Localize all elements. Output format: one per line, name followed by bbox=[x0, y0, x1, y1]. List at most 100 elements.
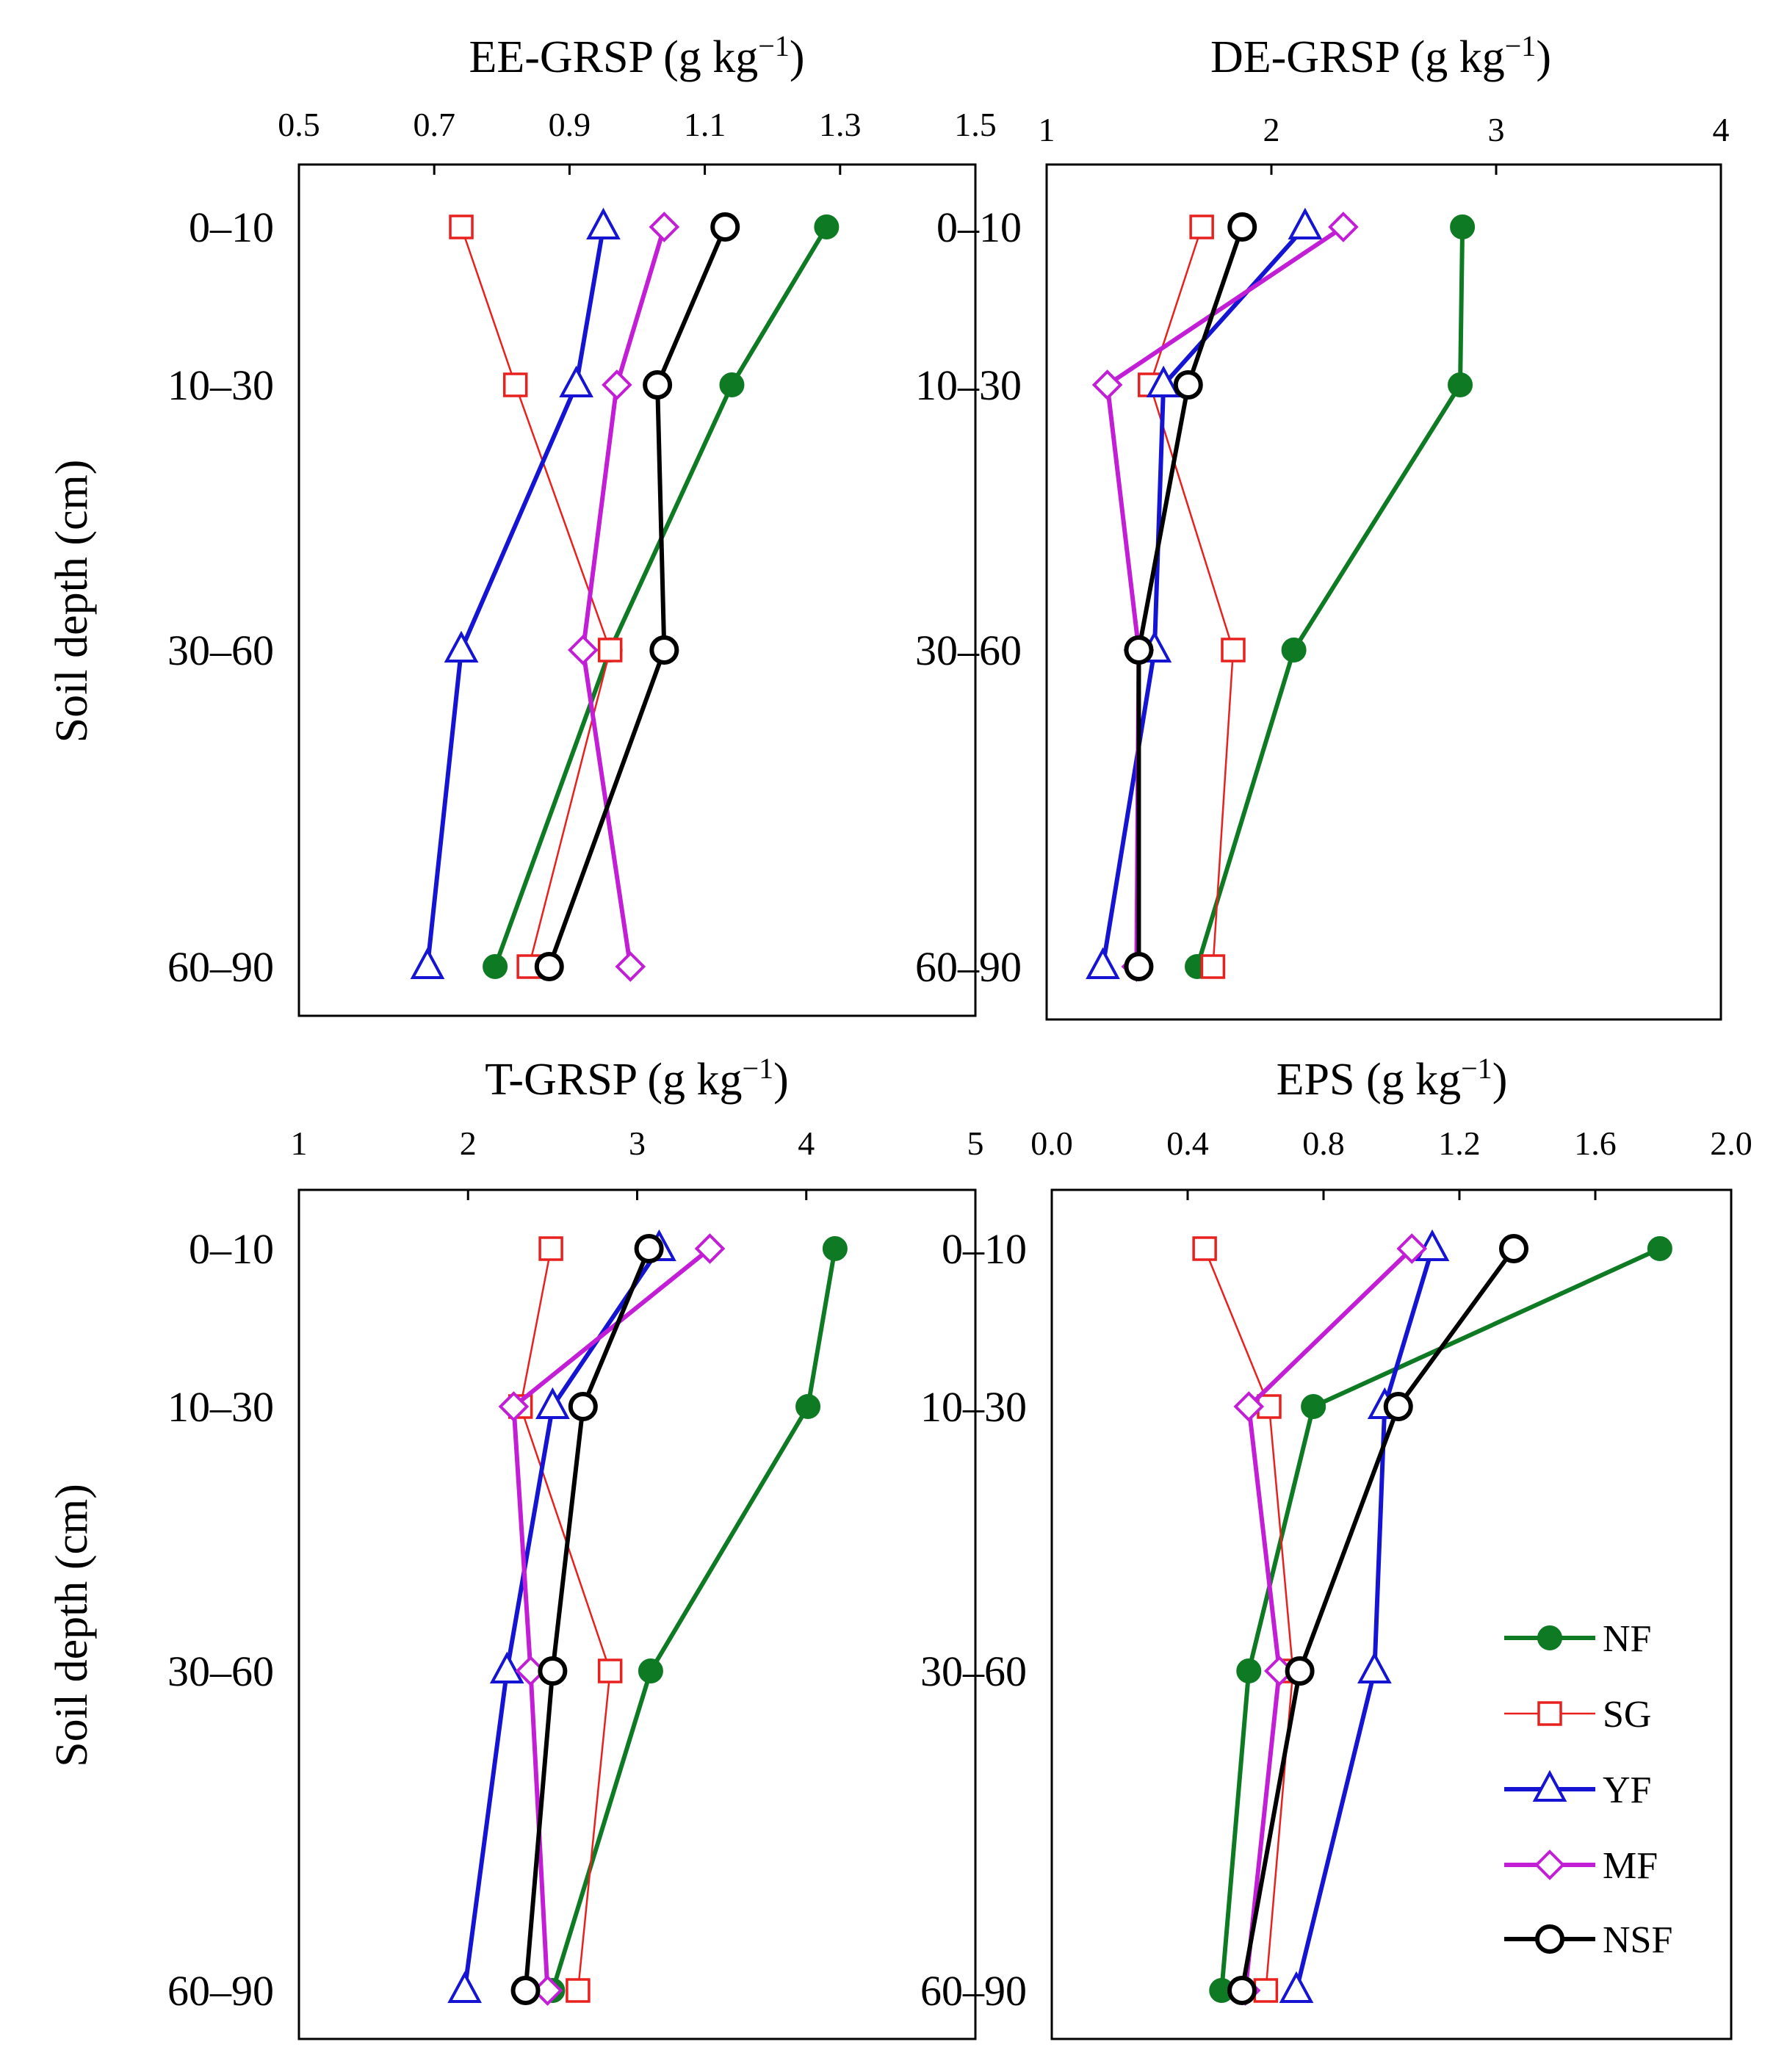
series-line-nf bbox=[550, 1248, 837, 1991]
x-tick-label: 1 bbox=[1039, 111, 1055, 148]
x-tick-label: 4 bbox=[798, 1125, 815, 1162]
series-line-yf bbox=[1100, 225, 1307, 967]
data-point-yf bbox=[489, 1651, 524, 1683]
depth-label: 10–30 bbox=[915, 361, 1022, 409]
data-point-mf bbox=[1396, 1233, 1428, 1264]
data-point-yf bbox=[586, 207, 621, 239]
series-line-yf bbox=[462, 1247, 661, 1991]
x-tick-label: 1.5 bbox=[954, 106, 997, 143]
plot-frame bbox=[1050, 1188, 1733, 2040]
x-tick-label: 0.5 bbox=[278, 106, 320, 143]
plot-frame bbox=[297, 1188, 977, 2040]
series-line-nf bbox=[1195, 226, 1465, 967]
data-point-nf bbox=[1236, 1658, 1262, 1683]
data-point-nsf bbox=[534, 952, 564, 981]
data-point-nsf bbox=[643, 370, 673, 400]
series-line-mf bbox=[1243, 1246, 1414, 1991]
data-point-sg bbox=[1221, 638, 1246, 663]
depth-label: 30–60 bbox=[167, 1647, 274, 1695]
data-point-nsf bbox=[1124, 635, 1154, 665]
series-line-yf bbox=[425, 226, 606, 967]
depth-label: 10–30 bbox=[167, 361, 274, 409]
x-tick-label: 3 bbox=[629, 1125, 646, 1162]
depth-label: 0–10 bbox=[189, 203, 274, 251]
data-point-mf bbox=[602, 369, 632, 400]
x-tick-label: 2.0 bbox=[1710, 1125, 1752, 1162]
legend-marker-nf bbox=[1537, 1625, 1562, 1650]
data-point-nf bbox=[822, 1236, 848, 1261]
data-point-nf bbox=[638, 1658, 663, 1683]
legend-marker-nsf bbox=[1535, 1924, 1564, 1954]
legend-marker-sg bbox=[1537, 1701, 1562, 1726]
data-point-nf bbox=[1647, 1236, 1672, 1261]
data-point-nsf bbox=[538, 1656, 568, 1686]
depth-label: 10–30 bbox=[167, 1383, 274, 1431]
legend: NF SG YF MF NSF bbox=[1504, 1618, 1672, 1961]
legend-label-nsf: NSF bbox=[1603, 1919, 1672, 1961]
panel-t-grsp: T-GRSP (g kg−1) 1 2 3 4 5 0–10 10–30 30–60 60–90 S… bbox=[47, 1052, 984, 2040]
data-point-mf bbox=[1091, 369, 1123, 400]
depth-label: 60–90 bbox=[920, 1967, 1027, 2015]
data-point-sg bbox=[538, 1236, 563, 1261]
data-point-yf bbox=[1415, 1229, 1450, 1261]
x-tick-label: 0.0 bbox=[1030, 1125, 1073, 1162]
data-point-yf bbox=[410, 947, 445, 979]
legend-marker-yf bbox=[1532, 1769, 1567, 1802]
series-line-yf bbox=[1294, 1248, 1434, 1991]
data-point-yf bbox=[1357, 1651, 1392, 1683]
depth-label: 30–60 bbox=[167, 627, 274, 674]
data-point-nf bbox=[1448, 372, 1473, 397]
legend-label-sg: SG bbox=[1603, 1694, 1651, 1736]
data-point-nf bbox=[814, 214, 840, 239]
data-point-nf bbox=[1301, 1394, 1326, 1419]
data-point-nsf bbox=[1173, 370, 1203, 400]
panel-title: EE-GRSP (g kg−1) bbox=[469, 29, 804, 82]
series-line-nsf bbox=[1240, 1247, 1516, 1991]
data-point-mf bbox=[615, 951, 646, 982]
data-point-sg bbox=[597, 638, 623, 663]
legend-label-yf: YF bbox=[1603, 1769, 1651, 1811]
x-tick-label: 2 bbox=[460, 1125, 477, 1162]
x-tick-label: 0.7 bbox=[413, 106, 455, 143]
panel-title: T-GRSP (g kg−1) bbox=[485, 1052, 788, 1105]
data-point-sg bbox=[502, 372, 528, 397]
depth-label: 0–10 bbox=[936, 203, 1022, 251]
data-point-yf bbox=[559, 365, 593, 397]
x-tick-label: 3 bbox=[1488, 111, 1505, 148]
x-tick-label: 1.1 bbox=[684, 106, 726, 143]
depth-label: 30–60 bbox=[920, 1647, 1027, 1695]
x-tick-label: 1.6 bbox=[1574, 1125, 1617, 1162]
data-point-nsf bbox=[510, 1976, 541, 2005]
legend-marker-mf bbox=[1534, 1849, 1565, 1880]
depth-label: 60–90 bbox=[915, 943, 1022, 991]
data-point-nsf bbox=[1285, 1656, 1315, 1686]
x-tick-label: 2 bbox=[1263, 111, 1280, 148]
data-point-nf bbox=[1281, 638, 1307, 663]
y-axis-label: Soil depth (cm) bbox=[47, 460, 97, 743]
legend-label-nf: NF bbox=[1603, 1618, 1651, 1660]
depth-label: 0–10 bbox=[942, 1225, 1027, 1273]
data-point-yf bbox=[447, 1971, 482, 2003]
data-point-yf bbox=[1288, 207, 1323, 239]
data-point-nsf bbox=[1227, 212, 1257, 242]
data-point-nsf bbox=[634, 1234, 664, 1263]
data-point-nsf bbox=[710, 212, 740, 242]
series-line-nsf bbox=[546, 225, 727, 968]
x-tick-label: 1.3 bbox=[819, 106, 862, 143]
series-line-nf bbox=[493, 225, 828, 968]
panel-de-grsp: DE-GRSP (g kg−1) 1 2 3 4 0–10 10–30 30–60 60–90 bbox=[915, 29, 1730, 1021]
series-line-sg bbox=[1203, 1248, 1294, 1991]
data-point-mf bbox=[694, 1233, 726, 1264]
data-point-sg bbox=[1200, 954, 1226, 979]
x-tick-label: 1.2 bbox=[1438, 1125, 1481, 1162]
series-line-sg bbox=[1149, 226, 1235, 967]
data-point-nsf bbox=[1124, 952, 1154, 981]
data-point-nsf bbox=[649, 635, 679, 665]
x-tick-label: 0.9 bbox=[549, 106, 591, 143]
series-line-sg bbox=[519, 1248, 611, 1991]
plot-frame bbox=[1045, 163, 1722, 1021]
panel-title: DE-GRSP (g kg−1) bbox=[1210, 29, 1551, 82]
x-tick-label: 0.8 bbox=[1302, 1125, 1345, 1162]
panel-title: EPS (g kg−1) bbox=[1277, 1052, 1508, 1105]
data-point-nsf bbox=[1227, 1976, 1257, 2005]
